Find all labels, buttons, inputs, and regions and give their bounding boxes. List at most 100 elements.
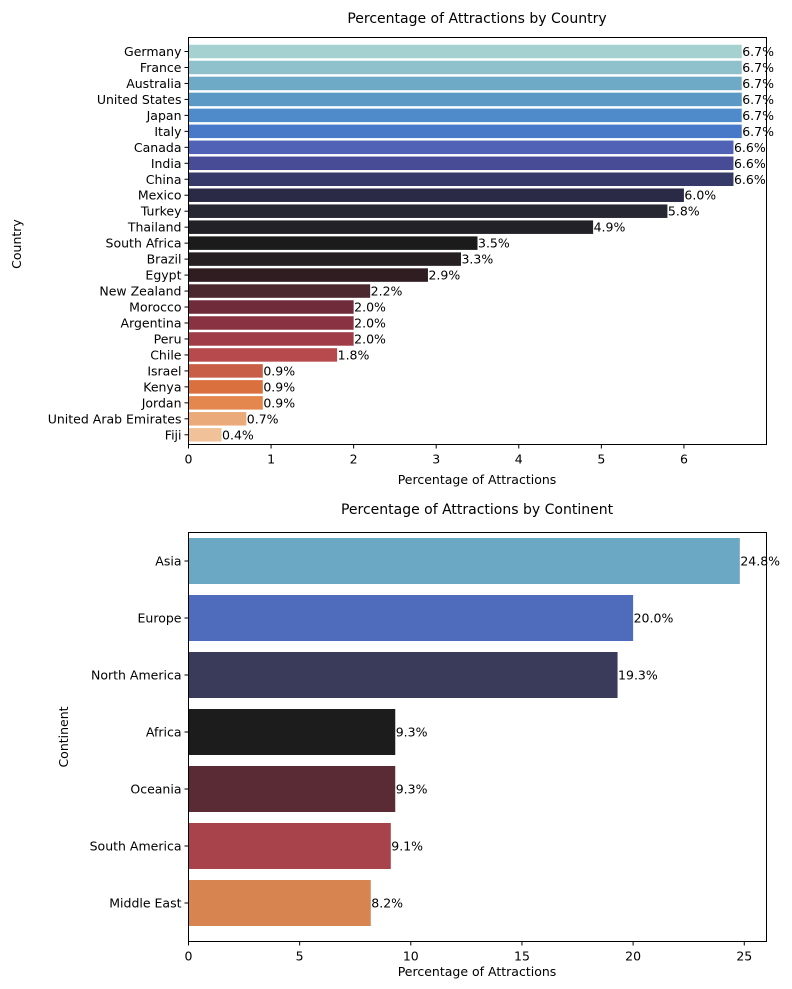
country-chart-category-label: India <box>151 156 182 171</box>
country-chart-x-tick-label: 0 <box>185 452 193 467</box>
continent-chart-category-label: Middle East <box>109 896 181 911</box>
country-chart-category-label: Israel <box>147 363 181 378</box>
country-chart-x-tick-label: 4 <box>515 452 523 467</box>
country-chart-data-label: 2.9% <box>428 268 460 283</box>
country-chart-bar <box>188 124 742 139</box>
country-chart-bar <box>188 300 354 314</box>
continent-chart-x-tick-label: 25 <box>736 949 752 964</box>
country-chart-category-label: China <box>146 172 182 187</box>
country-chart-data-label: 6.7% <box>742 44 774 59</box>
country-chart-data-label: 6.6% <box>734 156 766 171</box>
continent-chart-data-label: 19.3% <box>618 668 658 683</box>
country-chart-data-label: 3.3% <box>461 252 493 267</box>
country-chart-bar <box>188 316 354 330</box>
country-chart-bar <box>188 60 742 75</box>
country-chart-bar <box>188 380 263 394</box>
country-chart-x-tick-label: 3 <box>432 452 440 467</box>
continent-chart-bar <box>188 880 371 926</box>
country-chart-bar <box>188 108 742 123</box>
continent-chart-category-label: Oceania <box>130 782 181 797</box>
country-chart-bar <box>188 364 263 378</box>
country-chart-category-label: Chile <box>150 347 182 362</box>
country-chart-title: Percentage of Attractions by Country <box>347 11 606 27</box>
country-chart-bar <box>188 76 742 91</box>
country-chart-data-label: 0.9% <box>263 379 295 394</box>
country-chart-data-label: 2.0% <box>354 300 386 315</box>
continent-chart-bar <box>188 709 396 755</box>
continent-chart-bar <box>188 538 740 584</box>
country-chart-data-label: 6.7% <box>742 92 774 107</box>
continent-chart-marks: Asia 24.8% Europe 20.0% North America 19.3% Af… <box>90 538 780 964</box>
continent-chart-title: Percentage of Attractions by Continent <box>341 502 614 518</box>
country-chart-data-label: 6.7% <box>742 124 774 139</box>
continent-chart-y-axis-label: Continent <box>56 706 71 767</box>
country-chart-category-label: Peru <box>154 331 182 346</box>
country-chart: Percentage of Attractions by Country Per… <box>9 11 774 487</box>
country-chart-bar <box>188 156 734 171</box>
country-chart-bar <box>188 172 734 187</box>
country-chart-category-label: Jordan <box>141 395 182 410</box>
country-chart-category-label: Argentina <box>121 315 182 330</box>
country-chart-category-label: Japan <box>146 108 182 123</box>
country-chart-data-label: 6.6% <box>734 172 766 187</box>
continent-chart-category-label: Europe <box>138 611 182 626</box>
country-chart-category-label: Canada <box>134 140 182 155</box>
country-chart-category-label: Kenya <box>143 379 181 394</box>
country-chart-data-label: 2.0% <box>354 331 386 346</box>
country-chart-category-label: Australia <box>126 76 181 91</box>
country-chart-data-label: 6.7% <box>742 76 774 91</box>
country-chart-data-label: 5.8% <box>668 204 700 219</box>
country-chart-category-label: Egypt <box>145 268 181 283</box>
continent-chart-x-tick-label: 20 <box>625 949 641 964</box>
continent-chart-bar <box>188 652 618 698</box>
country-chart-bar <box>188 412 247 426</box>
continent-chart-x-tick-label: 0 <box>185 949 193 964</box>
country-chart-category-label: Mexico <box>138 188 182 203</box>
country-chart-x-tick-label: 1 <box>267 452 275 467</box>
country-chart-category-label: Thailand <box>127 220 182 235</box>
country-chart-x-tick-label: 6 <box>680 452 688 467</box>
country-chart-data-label: 0.9% <box>263 395 295 410</box>
country-chart-x-axis-label: Percentage of Attractions <box>398 472 557 487</box>
country-chart-data-label: 6.0% <box>684 188 716 203</box>
continent-chart-data-label: 9.1% <box>391 839 423 854</box>
continent-chart-bar <box>188 823 391 869</box>
country-chart-data-label: 2.0% <box>354 315 386 330</box>
country-chart-bar <box>188 204 668 218</box>
continent-chart-plot-frame <box>188 532 767 942</box>
country-chart-category-label: Germany <box>124 44 182 59</box>
continent-chart-data-label: 8.2% <box>371 896 403 911</box>
continent-chart-x-tick-label: 15 <box>514 949 530 964</box>
country-chart-category-label: United Arab Emirates <box>48 411 182 426</box>
continent-chart-bar <box>188 766 396 812</box>
country-chart-data-label: 6.7% <box>742 108 774 123</box>
country-chart-data-label: 6.7% <box>742 60 774 75</box>
country-chart-data-label: 2.2% <box>371 284 403 299</box>
country-chart-plot-frame <box>188 37 767 445</box>
continent-chart-category-label: Asia <box>155 554 181 569</box>
country-chart-bar <box>188 332 354 346</box>
country-chart-category-label: Brazil <box>147 252 182 267</box>
country-chart-marks: Germany 6.7% France 6.7% Australia 6.7% United… <box>48 44 774 467</box>
country-chart-bar <box>188 236 478 250</box>
country-chart-data-label: 4.9% <box>594 220 626 235</box>
country-chart-x-tick-label: 2 <box>350 452 358 467</box>
country-chart-bar <box>188 268 428 282</box>
continent-chart-x-tick-label: 10 <box>403 949 419 964</box>
country-chart-bar <box>188 284 371 298</box>
continent-chart-data-label: 9.3% <box>396 725 428 740</box>
continent-chart-x-tick-label: 5 <box>296 949 304 964</box>
country-chart-category-label: Fiji <box>165 427 182 442</box>
continent-chart-data-label: 9.3% <box>396 782 428 797</box>
continent-chart-category-label: North America <box>91 668 182 683</box>
country-chart-category-label: Italy <box>154 124 182 139</box>
continent-chart-data-label: 24.8% <box>740 554 780 569</box>
country-chart-data-label: 0.7% <box>247 411 279 426</box>
country-chart-data-label: 0.4% <box>222 427 254 442</box>
country-chart-bar <box>188 348 338 362</box>
continent-chart: Percentage of Attractions by Continent P… <box>56 502 780 979</box>
country-chart-bar <box>188 140 734 155</box>
country-chart-data-label: 1.8% <box>338 347 370 362</box>
country-chart-bar <box>188 252 461 266</box>
